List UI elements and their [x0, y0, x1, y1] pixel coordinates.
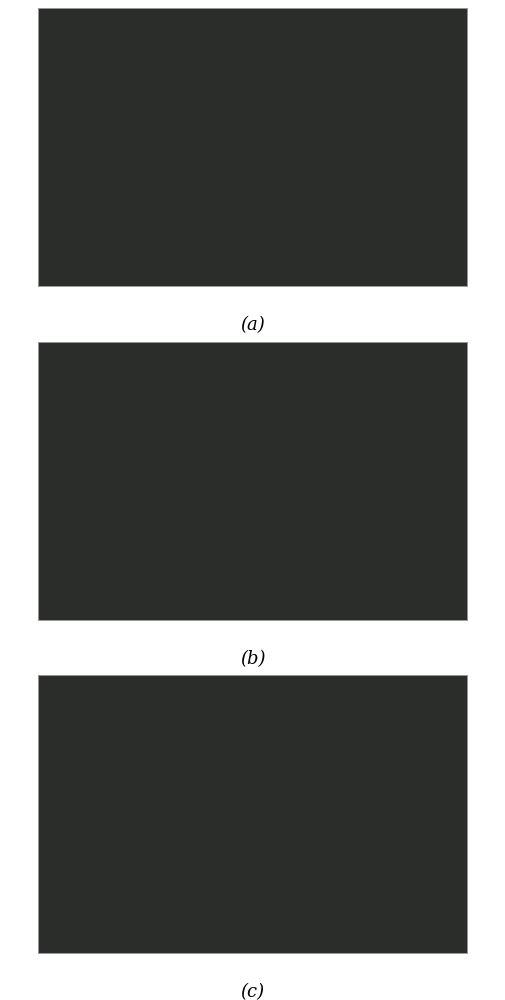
Text: (b): (b): [240, 650, 265, 668]
Text: (a): (a): [240, 316, 265, 334]
Text: (c): (c): [240, 983, 265, 1000]
